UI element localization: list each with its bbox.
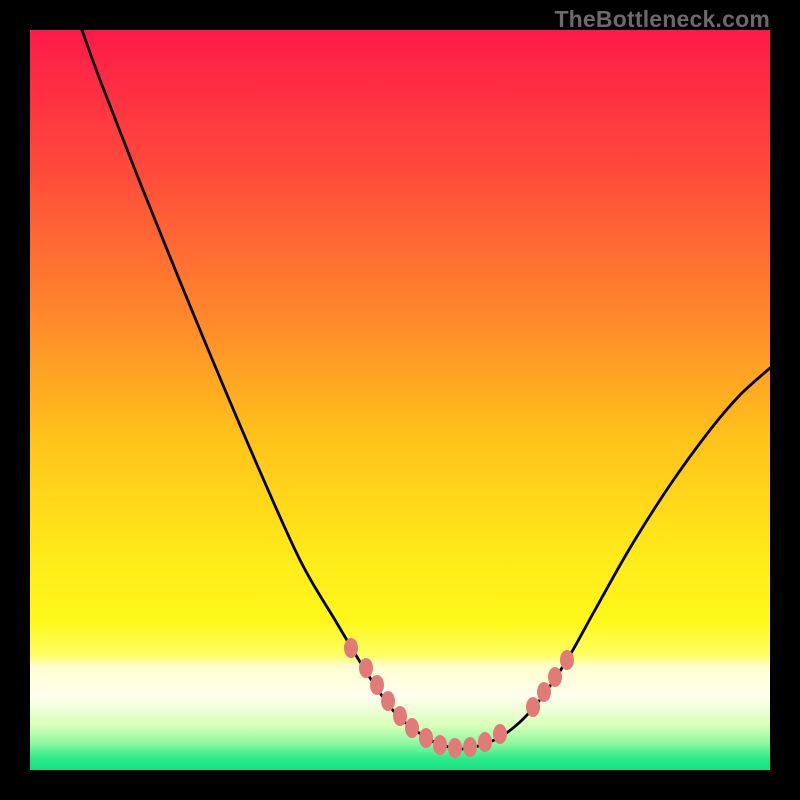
gradient-background [30,30,770,770]
curve-marker [449,739,462,758]
curve-marker [527,698,540,717]
chart-frame: TheBottleneck.com [0,0,800,800]
curve-marker [406,719,419,738]
curve-marker [494,725,507,744]
curve-marker [360,659,373,678]
plot-area [30,30,770,770]
curve-marker [479,733,492,752]
curve-marker [549,668,562,687]
curve-marker [345,639,358,658]
curve-marker [464,738,477,757]
plot-svg [30,30,770,770]
curve-marker [420,729,433,748]
curve-marker [371,676,384,695]
curve-marker [538,683,551,702]
curve-marker [382,692,395,711]
curve-marker [434,736,447,755]
curve-marker [561,651,574,670]
watermark-text: TheBottleneck.com [554,6,770,33]
curve-marker [394,707,407,726]
